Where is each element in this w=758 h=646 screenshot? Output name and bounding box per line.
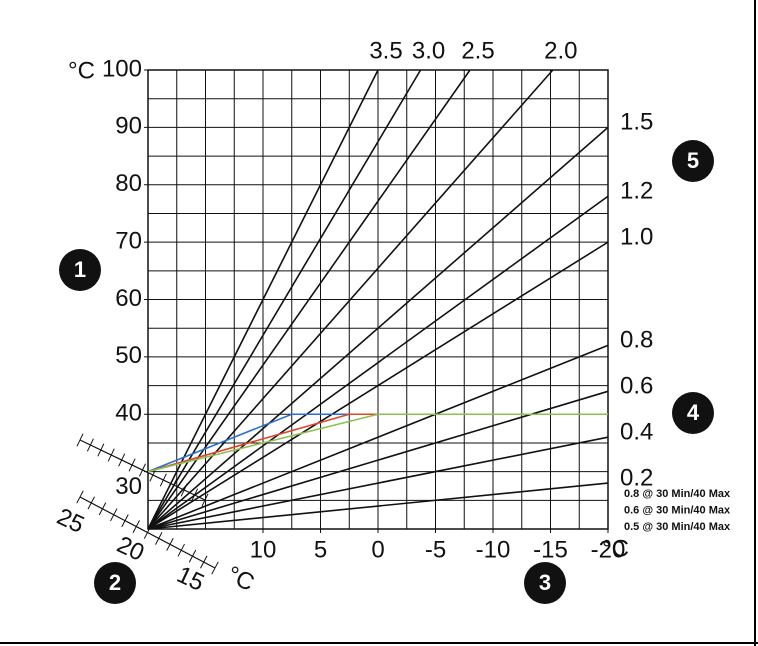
room-axis-label: 20 xyxy=(113,531,149,567)
x-tick-label: -10 xyxy=(476,536,511,563)
room-axis-hatch xyxy=(110,508,118,522)
y-unit: °C xyxy=(68,57,95,84)
x-tick-label: 0 xyxy=(371,536,384,563)
y-tick-label: 70 xyxy=(115,227,142,254)
room-axis-hatch xyxy=(177,543,185,557)
curve xyxy=(147,69,422,530)
curve xyxy=(147,69,379,530)
x-tick-label: 10 xyxy=(250,536,277,563)
legend-entry: 0.6 @ 30 Min/40 Max xyxy=(624,504,731,516)
room-axis-hatch xyxy=(107,448,115,462)
badge-number: 2 xyxy=(109,570,121,595)
badge-number: 5 xyxy=(687,148,699,173)
room-axis-hatch xyxy=(166,537,174,551)
curve-label: 3.0 xyxy=(412,37,445,64)
room-axis-hatch xyxy=(98,502,107,516)
x-tick-label: -20 xyxy=(591,536,626,563)
curve-label: 0.8 xyxy=(620,327,653,354)
y-tick-label: 80 xyxy=(115,170,142,197)
room-axis-label: 15 xyxy=(173,561,209,597)
room-axis-hatch xyxy=(200,555,208,569)
curve xyxy=(147,413,608,473)
y-tick-label: 100 xyxy=(102,55,142,82)
room-axis-hatch xyxy=(86,438,94,452)
room-axis-hatch xyxy=(201,493,209,507)
badge xyxy=(672,140,714,182)
legend-entry: 0.5 @ 30 Min/40 Max xyxy=(624,521,731,533)
room-axis-hatch xyxy=(121,514,129,528)
curve xyxy=(147,126,609,530)
curve-label: 0.6 xyxy=(620,373,653,400)
curve-label: 1.2 xyxy=(620,178,653,205)
y-tick-label: 60 xyxy=(115,285,142,312)
x-tick-label: 5 xyxy=(314,536,327,563)
curve-label: 1.5 xyxy=(620,109,653,136)
curve-label: 0.2 xyxy=(620,464,653,491)
room-axis-hatch xyxy=(128,458,136,472)
curve-label: 2.0 xyxy=(544,37,577,64)
badge-number: 4 xyxy=(687,400,700,425)
room-axis-hatch xyxy=(159,473,167,487)
room-axis-label: 25 xyxy=(53,503,89,539)
room-axis-unit: °C xyxy=(223,561,259,597)
room-axis-hatch xyxy=(76,433,84,447)
curve-label: 0.4 xyxy=(620,419,653,446)
y-tick-label: 50 xyxy=(115,342,142,369)
badge xyxy=(524,562,566,604)
curve xyxy=(147,482,609,530)
room-axis-hatch xyxy=(211,561,219,575)
room-axis-hatch xyxy=(132,520,140,534)
y-tick-label: 30 xyxy=(115,473,142,500)
room-axis-hatch xyxy=(188,549,197,563)
badge xyxy=(59,249,101,291)
room-axis-hatch xyxy=(97,443,105,457)
room-axis-hatch xyxy=(139,463,146,477)
room-axis-hatch xyxy=(87,496,95,510)
room-axis-hatch xyxy=(76,490,84,504)
curve xyxy=(147,241,609,530)
badge xyxy=(672,392,714,434)
curve xyxy=(147,195,609,530)
curve-label: 3.5 xyxy=(369,37,402,64)
room-axis-hatch xyxy=(155,531,163,545)
curve xyxy=(147,69,471,530)
x-tick-label: -5 xyxy=(425,536,446,563)
legend-entry: 0.8 @ 30 Min/40 Max xyxy=(624,488,731,500)
y-tick-label: 90 xyxy=(115,113,142,140)
badge-number: 1 xyxy=(74,257,86,282)
curve-label: 2.5 xyxy=(461,37,494,64)
badge-number: 3 xyxy=(539,570,551,595)
x-tick-label: -15 xyxy=(533,536,568,563)
curve-label: 1.0 xyxy=(620,223,653,250)
y-tick-label: 40 xyxy=(115,400,142,427)
curve xyxy=(147,344,609,530)
room-axis-hatch xyxy=(149,468,157,482)
curve xyxy=(147,436,609,530)
badge xyxy=(94,562,136,604)
room-axis-hatch xyxy=(118,453,126,467)
x-unit: °C xyxy=(602,535,629,562)
